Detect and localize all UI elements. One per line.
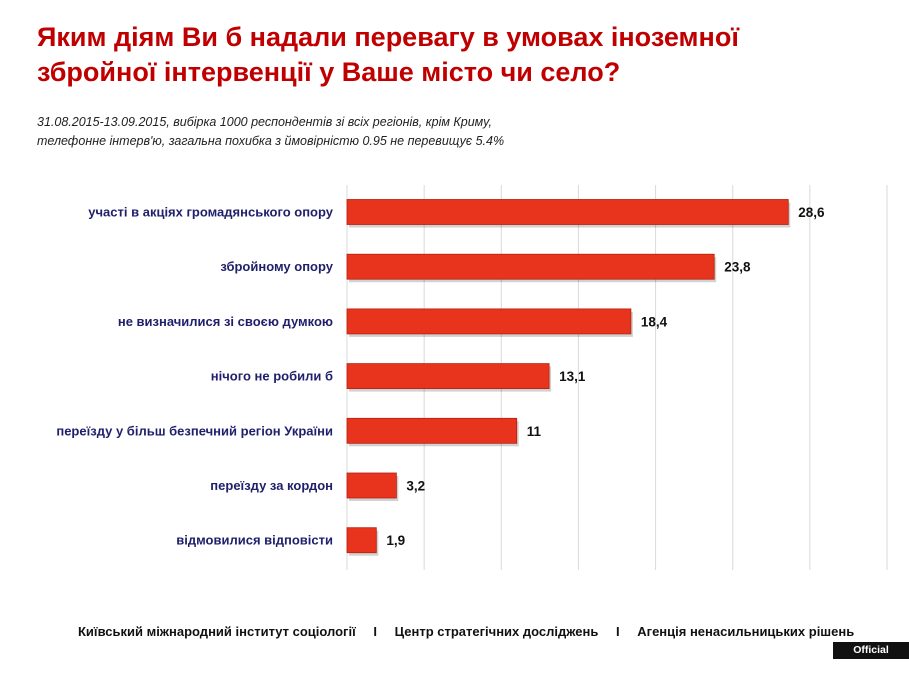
bar	[346, 199, 789, 225]
value-label: 11	[527, 424, 542, 439]
footer-org-strategic-studies: Центр стратегічних досліджень	[394, 624, 599, 639]
category-label: переїзду за кордон	[210, 478, 333, 493]
value-label: 13,1	[559, 369, 586, 384]
footer-org-nonviolent-solutions: Агенція ненасильницьких рішень	[637, 624, 855, 639]
chart-title-line-2: збройної інтервенції у Ваше місто чи сел…	[37, 57, 621, 87]
footer-separator: I	[373, 624, 377, 639]
category-label: не визначилися зі своєю думкою	[118, 314, 333, 329]
chart-title: Яким діям Ви б надали перевагу в умовах …	[37, 20, 757, 90]
bar	[346, 417, 518, 444]
bar	[346, 253, 715, 280]
chart-title-line-1: Яким діям Ви б надали перевагу в умовах …	[37, 22, 739, 52]
official-website-badge[interactable]: Official website	[833, 642, 909, 673]
footer-org-kiis: Київський міжнародний інститут соціологі…	[78, 624, 356, 639]
category-label: збройному опору	[220, 259, 333, 274]
chart-subtitle: 31.08.2015-13.09.2015, вибірка 1000 респ…	[37, 113, 657, 151]
value-label: 18,4	[641, 314, 668, 329]
subtitle-line-1: 31.08.2015-13.09.2015, вибірка 1000 респ…	[37, 115, 492, 129]
category-label: участі в акціях громадянського опору	[88, 205, 333, 220]
bar	[346, 472, 397, 499]
bar	[346, 527, 377, 554]
category-label: переїзду у більш безпечний регіон Україн…	[56, 423, 333, 438]
footer-organizations: Київський міжнародний інститут соціологі…	[78, 624, 854, 639]
footer-separator: I	[616, 624, 620, 639]
bar-chart: участі в акціях громадянського опору 28,6…	[56, 185, 888, 570]
category-label: нічого не робили б	[211, 369, 333, 384]
value-label: 3,2	[406, 479, 425, 494]
subtitle-line-2: телефонне інтерв'ю, загальна похибка з й…	[37, 134, 505, 148]
bar	[346, 308, 632, 335]
value-label: 28,6	[798, 205, 825, 220]
bar	[346, 363, 550, 390]
category-label: відмовилися відповісти	[176, 533, 333, 548]
value-label: 1,9	[386, 533, 405, 548]
value-label: 23,8	[724, 260, 751, 275]
